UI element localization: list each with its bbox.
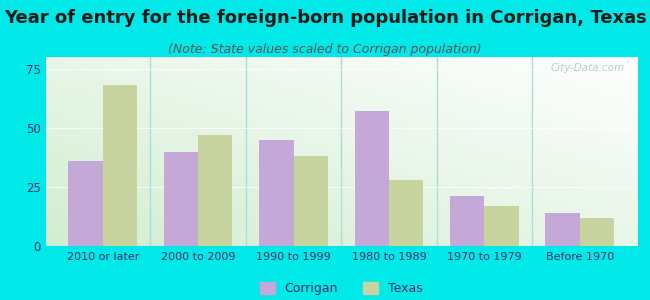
Bar <box>545 213 580 246</box>
Bar <box>103 85 137 246</box>
Bar <box>389 180 423 246</box>
Bar <box>355 111 389 246</box>
Bar <box>259 140 294 246</box>
Bar <box>164 152 198 246</box>
Legend: Corrigan, Texas: Corrigan, Texas <box>255 277 428 300</box>
Text: (Note: State values scaled to Corrigan population): (Note: State values scaled to Corrigan p… <box>168 44 482 56</box>
Bar <box>484 206 519 246</box>
Bar <box>294 156 328 246</box>
Bar <box>68 161 103 246</box>
Bar <box>198 135 233 246</box>
Bar <box>580 218 614 246</box>
Text: Year of entry for the foreign-born population in Corrigan, Texas: Year of entry for the foreign-born popul… <box>4 9 646 27</box>
Text: City-Data.com: City-Data.com <box>551 63 625 73</box>
Bar <box>450 196 484 246</box>
